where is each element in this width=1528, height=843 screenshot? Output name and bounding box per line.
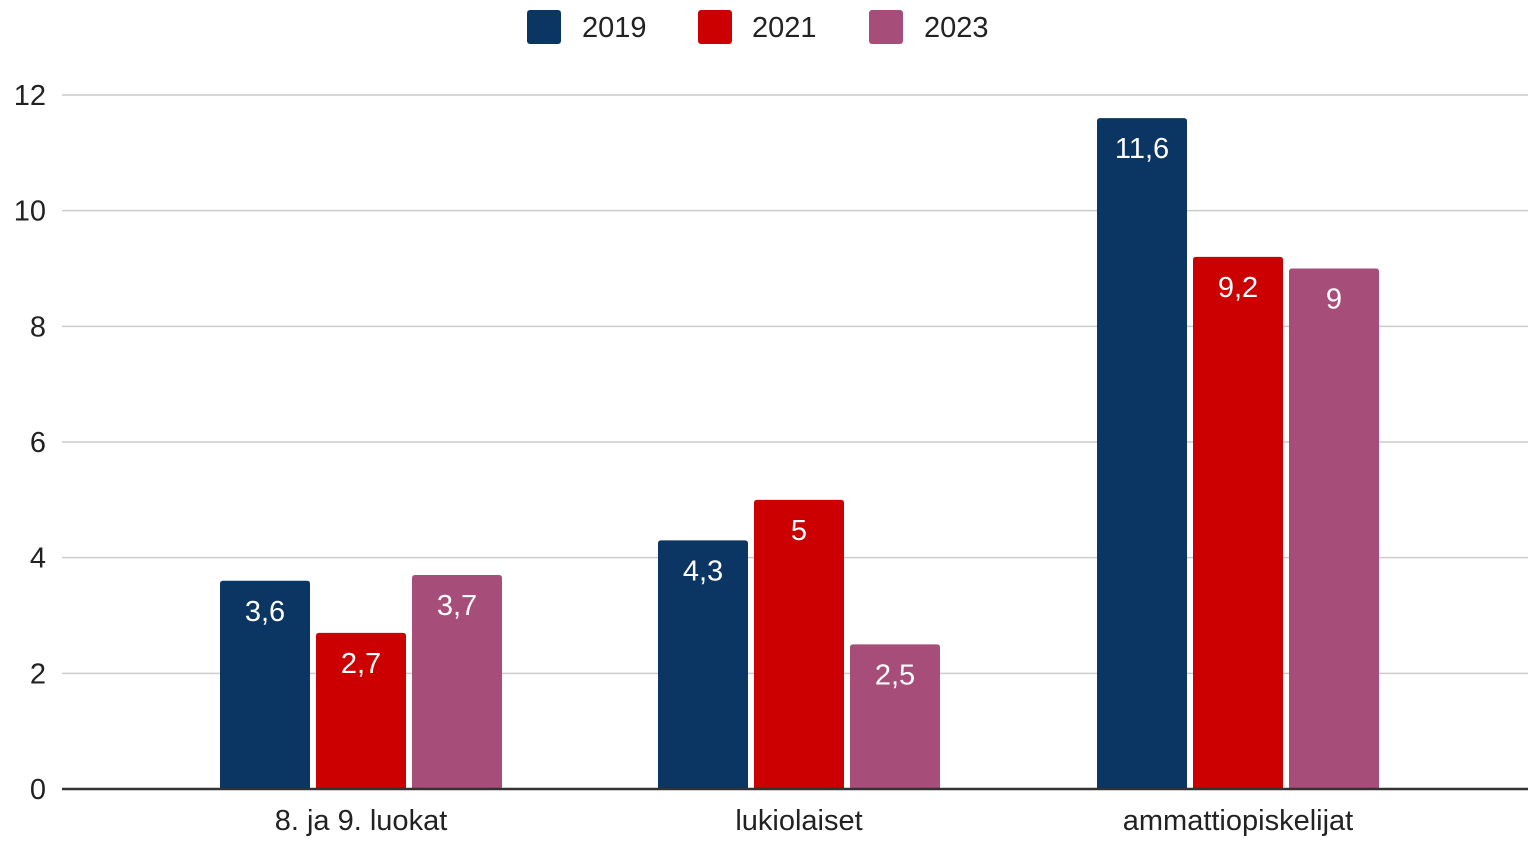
data-label: 2,5 <box>875 659 915 691</box>
bar-2021-2 <box>1193 256 1283 789</box>
y-tick-label: 8 <box>30 311 46 343</box>
data-label: 9,2 <box>1218 272 1258 304</box>
data-label: 3,7 <box>437 590 477 622</box>
data-label: 11,6 <box>1115 133 1169 165</box>
data-labels: 3,6 4,3 11,6 2,7 5 9,2 3,7 2,5 9 <box>245 133 1342 691</box>
x-tick-label: 8. ja 9. luokat <box>275 805 448 837</box>
y-tick-label: 10 <box>14 196 46 228</box>
bar-2019-2 <box>1097 118 1187 790</box>
legend: 2019 2021 2023 <box>527 10 989 44</box>
bar-2023-0 <box>412 575 502 789</box>
data-label: 4,3 <box>683 555 723 587</box>
y-tick-label: 0 <box>30 774 46 806</box>
data-label: 3,6 <box>245 596 285 628</box>
data-label: 2,7 <box>341 648 381 680</box>
x-tick-label: lukiolaiset <box>735 805 862 837</box>
legend-label-2021: 2021 <box>752 12 817 44</box>
legend-swatch-2021 <box>698 10 732 44</box>
bar-2023-1 <box>850 644 940 789</box>
data-label: 9 <box>1326 284 1342 316</box>
bar-2019-0 <box>220 580 310 789</box>
gridlines <box>62 94 1528 675</box>
legend-swatch-2019 <box>527 10 561 44</box>
y-tick-label: 12 <box>14 80 46 112</box>
y-tick-label: 6 <box>30 427 46 459</box>
bar-2019-1 <box>658 540 748 789</box>
data-label: 5 <box>791 515 807 547</box>
y-tick-label: 4 <box>30 543 46 575</box>
bars <box>220 118 1379 790</box>
x-tick-label: ammattiopiskelijat <box>1123 805 1353 837</box>
legend-label-2019: 2019 <box>582 12 647 44</box>
legend-swatch-2023 <box>869 10 903 44</box>
bar-2023-2 <box>1289 268 1379 789</box>
axes: 0 2 4 6 8 10 12 8. ja 9. luokat lukiolaiset ammat… <box>14 80 1528 837</box>
bar-2021-1 <box>754 499 844 789</box>
y-tick-label: 2 <box>30 658 46 690</box>
bar-2021-0 <box>316 632 406 789</box>
legend-label-2023: 2023 <box>924 12 989 44</box>
